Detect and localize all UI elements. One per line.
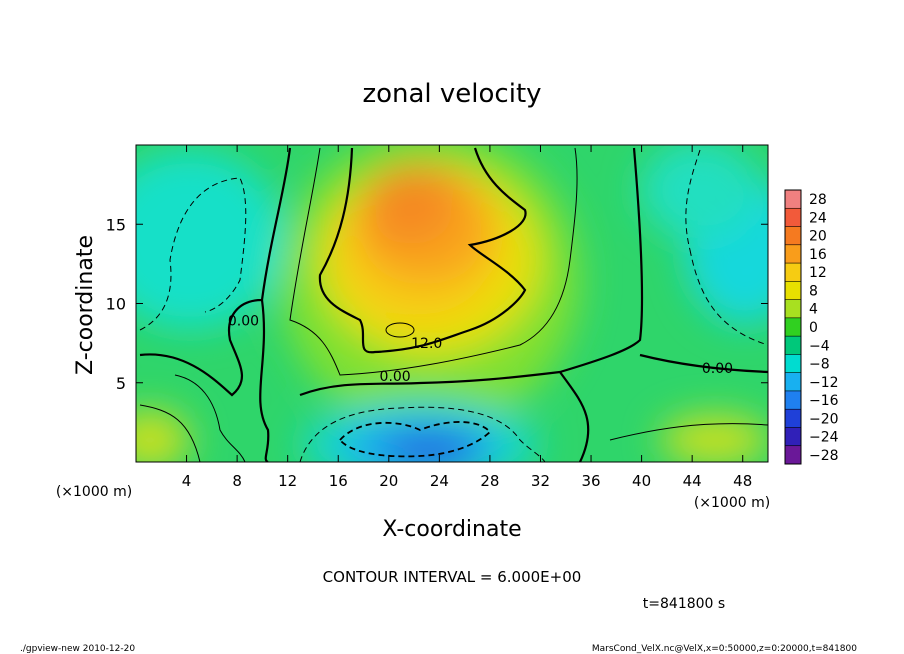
colorbar-swatch xyxy=(785,409,801,428)
colorbar-label: 4 xyxy=(809,302,818,318)
x-tick-label: 16 xyxy=(329,472,348,490)
colorbar-label: −24 xyxy=(809,430,839,446)
colorbar-swatch xyxy=(785,427,801,447)
colorbar-swatch xyxy=(785,190,801,209)
x-tick-label: 4 xyxy=(182,472,192,490)
colorbar-label: 28 xyxy=(809,192,827,208)
colorbar-label: 20 xyxy=(809,229,827,245)
heatmap-field: 12.0 0.00 0.00 0.00 xyxy=(136,145,768,462)
colorbar-swatch xyxy=(785,281,801,301)
contour-labels: 12.0 0.00 0.00 0.00 xyxy=(228,314,733,385)
colorbar-label: −8 xyxy=(809,357,830,373)
y-tick-label: 15 xyxy=(106,215,126,234)
contour-label: 0.00 xyxy=(702,361,733,377)
y-tick-label: 5 xyxy=(116,374,126,393)
colorbar: 28 24 20 16 12 8 4 0 −4 −8 −12 −16 −20 −24 −28 xyxy=(784,189,839,465)
x-tick-label: 40 xyxy=(632,472,651,490)
y-axis: 5 10 15 xyxy=(106,215,768,393)
y-axis-label: Z-coordinate xyxy=(73,235,98,375)
colorbar-swatch xyxy=(785,299,801,319)
x-axis-label: X-coordinate xyxy=(382,517,521,542)
x-tick-label: 36 xyxy=(581,472,600,490)
chart-title: zonal velocity xyxy=(362,79,541,109)
x-axis: 4 8 12 16 20 24 28 32 36 40 44 48 xyxy=(182,145,752,490)
x-tick-label: 28 xyxy=(480,472,499,490)
footer-left: ./gpview-new 2010-12-20 xyxy=(20,644,135,654)
contour-label: 12.0 xyxy=(411,336,442,352)
colorbar-label: 24 xyxy=(809,210,827,226)
x-tick-label: 12 xyxy=(278,472,297,490)
colorbar-label: −4 xyxy=(809,338,830,354)
x-unit-label-right: (×1000 m) xyxy=(694,495,770,511)
colorbar-swatch xyxy=(785,226,801,246)
x-tick-label: 32 xyxy=(531,472,550,490)
colorbar-swatch xyxy=(785,336,801,355)
colorbar-swatch xyxy=(785,390,801,410)
contour-lines xyxy=(139,147,768,462)
colorbar-swatch xyxy=(785,263,801,282)
colorbar-swatch xyxy=(785,445,801,465)
contour-label: 0.00 xyxy=(228,314,259,330)
colorbar-swatch xyxy=(785,244,801,264)
colorbar-label: 16 xyxy=(809,247,827,263)
colorbar-label: −12 xyxy=(809,375,839,391)
x-unit-label-left: (×1000 m) xyxy=(56,484,132,500)
x-tick-label: 20 xyxy=(379,472,398,490)
x-tick-label: 48 xyxy=(733,472,752,490)
x-tick-label: 8 xyxy=(232,472,242,490)
plot-area: 12.00.000.000.00 4 8 12 16 20 24 28 32 36 40 44 48 … xyxy=(106,144,769,490)
colorbar-swatch xyxy=(785,317,801,337)
time-text: t=841800 s xyxy=(643,596,725,612)
x-tick-label: 24 xyxy=(430,472,449,490)
colorbar-label: 0 xyxy=(809,320,818,336)
contour-label: 0.00 xyxy=(380,369,411,385)
colorbar-swatch xyxy=(785,208,801,228)
y-tick-label: 10 xyxy=(106,295,126,314)
footer-right: MarsCond_VelX.nc@VelX,x=0:50000,z=0:2000… xyxy=(592,644,857,654)
colorbar-label: −28 xyxy=(809,448,839,464)
colorbar-label: −16 xyxy=(809,393,839,409)
contour-interval-text: CONTOUR INTERVAL = 6.000E+00 xyxy=(323,568,582,586)
colorbar-swatch xyxy=(785,354,801,374)
colorbar-label: 8 xyxy=(809,283,818,299)
colorbar-label: 12 xyxy=(809,265,827,281)
colorbar-swatch xyxy=(785,372,801,392)
colorbar-label: −20 xyxy=(809,411,839,427)
x-tick-label: 44 xyxy=(683,472,702,490)
